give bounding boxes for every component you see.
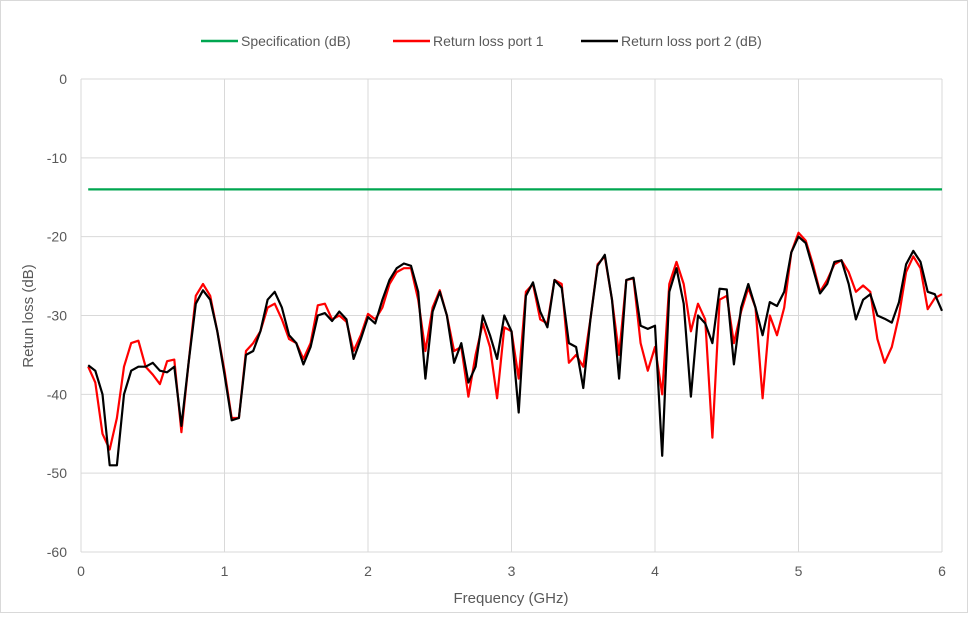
x-tick-label: 2 — [364, 563, 372, 579]
series-line-port1 — [87, 231, 943, 451]
x-tick-label: 4 — [651, 563, 659, 579]
y-tick-label: -60 — [47, 544, 67, 560]
legend-label-port1: Return loss port 1 — [433, 33, 544, 49]
grid-lines — [80, 78, 943, 553]
y-tick-label: 0 — [59, 71, 67, 87]
series-line-port2 — [87, 235, 944, 467]
x-tick-label: 6 — [938, 563, 946, 579]
y-tick-label: -20 — [47, 229, 67, 245]
x-tick-label: 5 — [795, 563, 803, 579]
axes: 0 -10 -20 -30 -40 -50 -60 0 1 2 3 4 5 6 — [47, 71, 946, 579]
legend-label-specification: Specification (dB) — [241, 33, 351, 49]
y-tick-label: -30 — [47, 308, 67, 324]
y-tick-label: -50 — [47, 465, 67, 481]
x-tick-label: 0 — [77, 563, 85, 579]
x-tick-label: 3 — [508, 563, 516, 579]
x-axis-title: Frequency (GHz) — [453, 590, 568, 607]
y-tick-label: -40 — [47, 386, 67, 402]
x-tick-label: 1 — [221, 563, 229, 579]
y-axis-title: Retun loss (dB) — [20, 264, 37, 367]
legend: Specification (dB) Return loss port 1 Re… — [201, 33, 762, 49]
y-tick-label: -10 — [47, 150, 67, 166]
legend-label-port2: Return loss port 2 (dB) — [621, 33, 762, 49]
series-layer — [87, 188, 944, 467]
